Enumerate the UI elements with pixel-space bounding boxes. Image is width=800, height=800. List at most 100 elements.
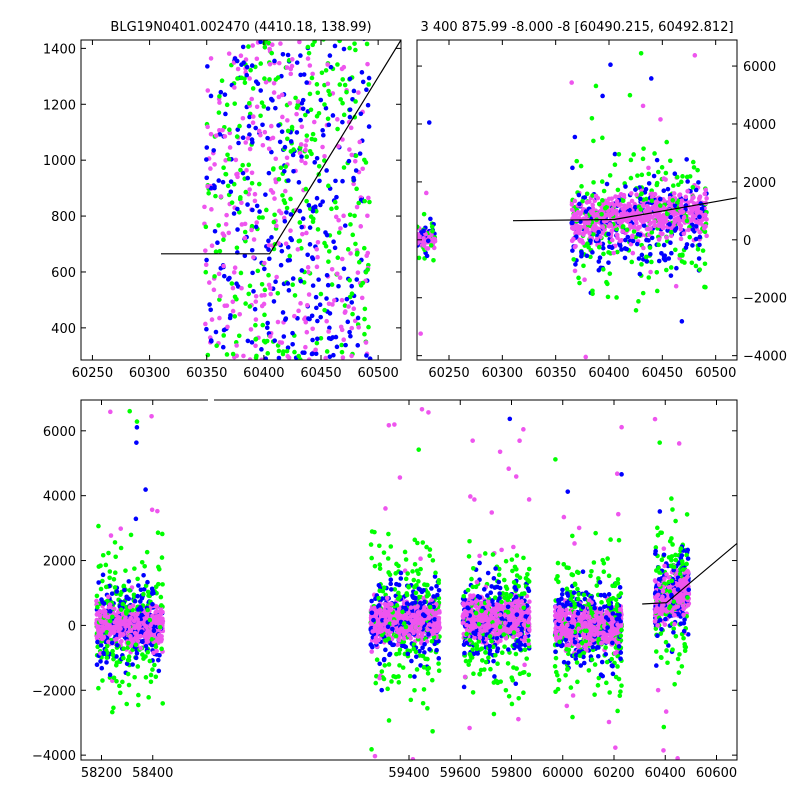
data-point — [657, 203, 663, 208]
data-point — [403, 624, 409, 630]
data-point — [412, 687, 417, 693]
data-point — [297, 40, 302, 45]
data-point — [374, 657, 380, 663]
data-point — [141, 620, 147, 625]
y-tick-label: 4000 — [743, 118, 776, 133]
data-point — [488, 666, 493, 672]
data-point — [154, 620, 159, 625]
data-point — [491, 711, 497, 717]
data-point — [352, 213, 357, 219]
data-point — [139, 629, 145, 634]
data-point — [295, 247, 301, 252]
data-point — [244, 64, 250, 70]
data-point — [335, 117, 340, 122]
data-point — [310, 337, 315, 343]
data-point — [151, 628, 157, 634]
data-point — [332, 40, 334, 41]
data-point — [377, 607, 383, 613]
data-point — [273, 179, 279, 185]
data-point — [339, 256, 345, 262]
data-point — [332, 199, 338, 205]
data-point — [348, 333, 353, 339]
data-point — [668, 265, 674, 270]
data-point — [377, 566, 383, 571]
data-point — [589, 116, 595, 121]
data-point — [276, 355, 282, 360]
data-point — [400, 609, 405, 615]
data-point — [415, 604, 420, 609]
data-point — [341, 213, 346, 219]
data-point — [339, 66, 345, 72]
data-point — [110, 652, 116, 658]
data-point — [222, 303, 228, 309]
data-point — [235, 206, 240, 212]
data-point — [388, 581, 394, 587]
data-point — [344, 296, 350, 302]
data-point — [220, 231, 226, 236]
data-point — [363, 35, 368, 40]
x-tick-label: 60250 — [72, 366, 113, 381]
data-point — [436, 587, 442, 593]
data-point — [421, 687, 427, 692]
data-point — [242, 253, 248, 259]
data-point — [102, 613, 107, 619]
data-point — [249, 137, 255, 142]
data-point — [649, 235, 655, 241]
data-point — [340, 100, 345, 106]
data-point — [585, 241, 590, 246]
data-point — [599, 179, 605, 184]
x-tick-label: 60500 — [357, 366, 398, 381]
data-point — [262, 44, 268, 50]
data-point — [436, 578, 442, 583]
data-point — [307, 91, 313, 97]
x-tick-label: 60500 — [695, 366, 736, 381]
data-point — [431, 604, 437, 610]
data-point — [111, 705, 116, 711]
data-point — [120, 601, 126, 607]
data-point — [133, 516, 139, 522]
data-point — [288, 66, 294, 72]
data-point — [353, 47, 358, 53]
data-point — [351, 181, 356, 187]
data-point — [206, 280, 212, 285]
data-point — [223, 222, 229, 227]
data-point — [354, 252, 360, 257]
data-point — [412, 674, 417, 679]
data-point — [364, 41, 370, 47]
data-point — [247, 114, 252, 120]
data-point — [123, 615, 128, 620]
data-point — [355, 343, 361, 348]
data-point — [107, 618, 113, 624]
y-tick-label: 400 — [51, 322, 76, 337]
data-point — [630, 238, 636, 244]
data-point — [327, 325, 332, 331]
data-point — [416, 579, 421, 584]
data-point — [571, 226, 576, 232]
data-point — [340, 119, 345, 125]
data-point — [420, 620, 426, 625]
data-point — [315, 35, 320, 40]
data-point — [285, 128, 291, 134]
data-point — [298, 53, 303, 58]
data-point — [143, 487, 148, 492]
data-point — [470, 438, 475, 443]
data-point — [253, 322, 258, 328]
data-point — [339, 342, 344, 348]
data-point — [228, 313, 233, 318]
data-point — [306, 203, 312, 208]
data-point — [243, 140, 249, 145]
data-point — [125, 671, 131, 677]
data-point — [156, 564, 161, 570]
data-point — [366, 195, 371, 201]
data-point — [154, 604, 160, 609]
data-point — [254, 104, 260, 110]
data-point — [225, 183, 231, 189]
data-point — [625, 212, 631, 217]
data-point — [356, 259, 362, 265]
data-point — [638, 51, 644, 56]
data-point — [649, 198, 655, 204]
data-point — [340, 77, 346, 82]
data-point — [112, 570, 118, 576]
data-point — [428, 216, 433, 222]
data-point — [262, 76, 267, 81]
